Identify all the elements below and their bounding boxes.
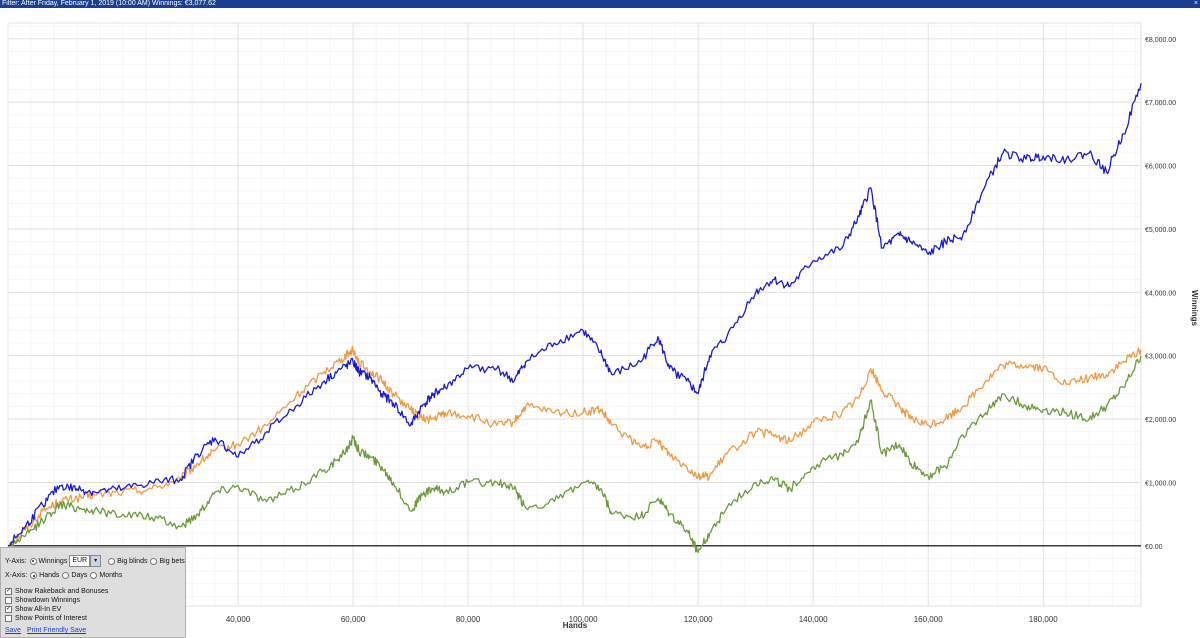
- hands-radio[interactable]: [30, 572, 38, 579]
- hands-label: Hands: [39, 572, 60, 579]
- allin-ev-label: Show All-In EV: [15, 606, 62, 613]
- y-tick-label: €3,000.00: [1145, 354, 1176, 361]
- months-radio[interactable]: [90, 572, 98, 579]
- allin-ev-row[interactable]: ✓ Show All-In EV: [5, 606, 61, 613]
- print-friendly-save-link[interactable]: Print Friendly Save: [26, 627, 87, 634]
- x-axis-title: Hands: [563, 621, 588, 630]
- close-icon[interactable]: ×: [1193, 0, 1198, 7]
- y-tick-label: €8,000.00: [1145, 37, 1176, 44]
- title-bar: Filter: After Friday, February 1, 2019 (…: [0, 0, 1200, 8]
- showdown-checkbox[interactable]: [5, 597, 12, 604]
- series-line-3: [7, 83, 1142, 547]
- x-tick-label: 40,000: [226, 615, 251, 624]
- chevron-down-icon[interactable]: ▾: [90, 555, 102, 567]
- poi-checkbox[interactable]: [5, 615, 12, 622]
- plot-area: [7, 22, 1142, 607]
- save-link[interactable]: Save: [5, 627, 21, 634]
- winnings-chart: €0.00 €1,000.00 €2,000.00 €3,000.00 €4,000.0…: [7, 22, 1199, 630]
- x-tick-label: 160,000: [914, 615, 943, 624]
- rakeback-label: Show Rakeback and Bonuses: [15, 588, 109, 595]
- x-tick-label: 140,000: [799, 615, 828, 624]
- winnings-label: Winnings: [38, 557, 68, 565]
- y-axis-title: Winnings: [1190, 290, 1199, 326]
- winnings-radio[interactable]: [29, 557, 37, 565]
- days-radio[interactable]: [62, 572, 70, 579]
- y-tick-label: €4,000.00: [1145, 290, 1176, 297]
- x-tick-label: 60,000: [341, 615, 366, 624]
- y-tick-label: €1,000.00: [1145, 480, 1176, 487]
- x-axis-ticks: 40,000 60,000 80,000 100,000 120,000 140,000 1…: [226, 615, 1058, 624]
- showdown-row[interactable]: Showdown Winnings: [5, 597, 80, 604]
- y-axis-label: Y-Axis:: [5, 557, 27, 565]
- series-line-1: [7, 345, 1142, 547]
- big-bets-radio[interactable]: [150, 557, 158, 565]
- poi-row[interactable]: Show Points of Interest: [5, 615, 87, 622]
- graph-options-panel: Y-Axis: Winnings EUR ▾ Big blinds Big be…: [0, 547, 186, 638]
- links-row: Save Print Friendly Save: [5, 627, 92, 634]
- y-tick-label: €5,000.00: [1145, 227, 1176, 234]
- y-axis-ticks: €0.00 €1,000.00 €2,000.00 €3,000.00 €4,000.0…: [1145, 37, 1176, 551]
- currency-select[interactable]: EUR: [69, 555, 91, 567]
- x-tick-label: 180,000: [1029, 615, 1058, 624]
- big-blinds-radio[interactable]: [108, 557, 116, 565]
- rakeback-checkbox[interactable]: ✓: [5, 588, 12, 595]
- x-tick-label: 80,000: [456, 615, 481, 624]
- series-line-2: [7, 355, 1142, 553]
- y-axis-row: Y-Axis: Winnings EUR ▾ Big blinds Big be…: [5, 555, 185, 567]
- big-blinds-label: Big blinds: [117, 557, 148, 565]
- months-label: Months: [99, 572, 123, 579]
- filter-text: Filter: After Friday, February 1, 2019 (…: [2, 0, 216, 7]
- x-axis-label: X-Axis:: [5, 572, 28, 579]
- poi-label: Show Points of Interest: [15, 615, 87, 622]
- x-axis-row: X-Axis: Hands Days Months: [5, 572, 122, 579]
- y-tick-label: €0.00: [1145, 544, 1163, 551]
- series-group: [7, 83, 1142, 553]
- showdown-label: Showdown Winnings: [15, 597, 80, 604]
- y-tick-label: €7,000.00: [1145, 100, 1176, 107]
- allin-ev-checkbox[interactable]: ✓: [5, 606, 12, 613]
- x-tick-label: 100,000: [569, 615, 598, 624]
- rakeback-row[interactable]: ✓ Show Rakeback and Bonuses: [5, 588, 108, 595]
- big-bets-label: Big bets: [159, 557, 185, 565]
- y-tick-label: €6,000.00: [1145, 164, 1176, 171]
- x-tick-label: 120,000: [684, 615, 713, 624]
- days-label: Days: [71, 572, 88, 579]
- y-tick-label: €2,000.00: [1145, 417, 1176, 424]
